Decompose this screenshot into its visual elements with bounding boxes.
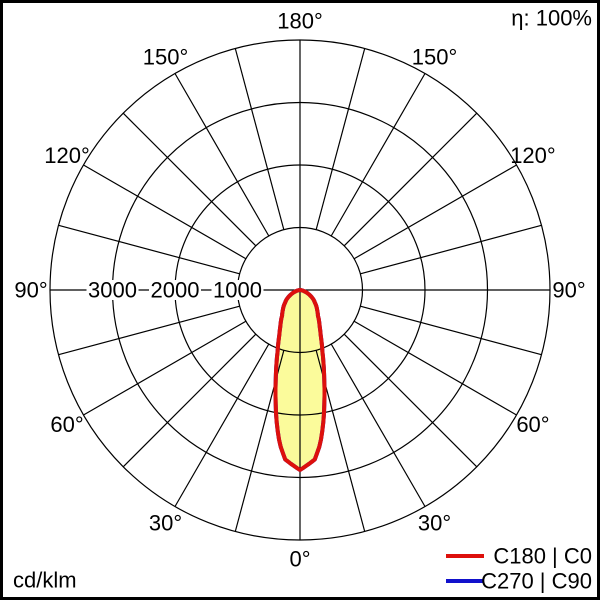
angle-spoke	[353, 164, 517, 260]
angle-spoke	[315, 48, 366, 230]
angle-label: 120°	[44, 143, 90, 168]
efficiency-label: η: 100%	[511, 6, 592, 31]
angle-label: 120°	[510, 143, 556, 168]
intensity-curves	[273, 288, 327, 472]
angle-spoke	[174, 343, 270, 507]
angle-label: 0°	[289, 547, 310, 572]
radial-tick-bg	[86, 280, 139, 300]
angle-spoke	[174, 73, 270, 237]
angle-label: 180°	[277, 9, 323, 34]
angle-spoke	[353, 320, 517, 416]
angle-spoke	[360, 224, 542, 275]
angle-label: 150°	[143, 45, 189, 70]
angle-spoke	[122, 112, 257, 247]
angle-spoke	[360, 305, 542, 356]
angle-spoke	[58, 305, 240, 356]
radial-tick-bg	[211, 280, 264, 300]
unit-label: cd/klm	[13, 568, 77, 593]
angle-spoke	[330, 73, 426, 237]
angle-label: 150°	[412, 45, 458, 70]
angle-label: 90°	[552, 278, 585, 303]
angle-spoke	[343, 333, 478, 468]
radial-tick-labels: 3000 2000 1000	[86, 278, 264, 303]
radial-tick-label: 3000	[88, 278, 137, 303]
angle-spoke	[234, 48, 285, 230]
angle-spoke	[330, 343, 426, 507]
angle-label: 60°	[50, 412, 83, 437]
curve-c180-c0	[273, 288, 327, 472]
angle-spoke	[122, 333, 257, 468]
legend-label-c180-c0: C180 | C0	[493, 544, 592, 569]
angle-label: 90°	[14, 278, 47, 303]
angle-spoke	[83, 320, 247, 416]
angle-spoke	[58, 224, 240, 275]
angle-label: 30°	[418, 510, 451, 535]
legend: C180 | C0 C270 | C90	[446, 544, 592, 594]
radial-tick-label: 1000	[213, 278, 262, 303]
angle-spoke	[343, 112, 478, 247]
angle-spoke	[83, 164, 247, 260]
angle-label: 30°	[149, 510, 182, 535]
radial-tick-label: 2000	[151, 278, 200, 303]
angle-label: 60°	[516, 412, 549, 437]
radial-tick-bg	[149, 280, 201, 300]
legend-label-c270-c90: C270 | C90	[481, 569, 592, 594]
angle-labels: 0° 30° 30° 60° 60° 90° 90° 120° 120° 150° 150° 180°	[14, 9, 585, 572]
